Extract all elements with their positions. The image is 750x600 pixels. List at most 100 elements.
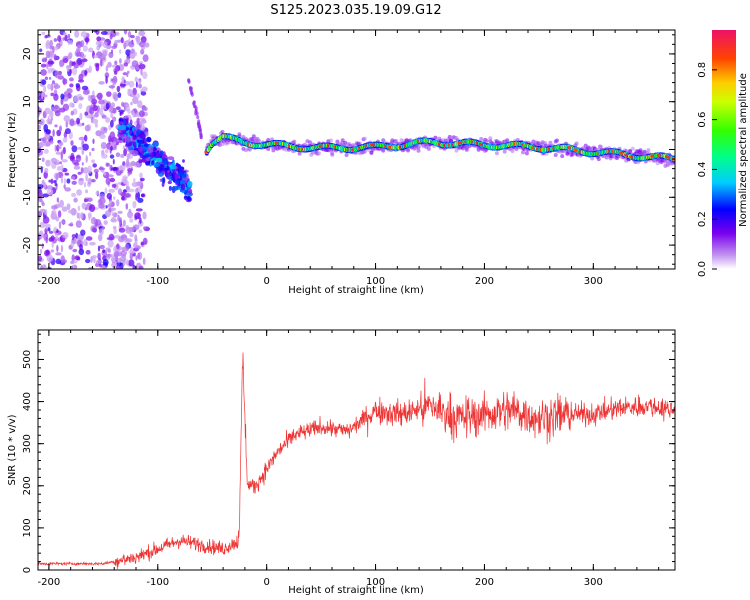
spectrogram-cell	[129, 252, 133, 260]
spectrogram-cell	[129, 141, 132, 147]
spectrogram-cell	[44, 167, 49, 173]
spectrogram-cell	[54, 144, 57, 152]
spectrogram-cell	[134, 212, 141, 220]
spectrogram-cell	[142, 211, 147, 220]
spectrogram-cell	[510, 149, 515, 153]
spectrogram-cell	[57, 202, 61, 208]
spectrogram-cell	[57, 75, 64, 80]
spectrogram-cell	[72, 95, 80, 103]
spectrogram-cell	[107, 61, 112, 68]
spectrogram-cell	[167, 156, 175, 161]
spectrogram-cell	[138, 229, 143, 234]
spectrogram-cell	[70, 110, 75, 116]
spectrogram-cell	[51, 106, 55, 111]
spectrogram-cell	[344, 153, 349, 157]
spectrogram-cell	[114, 39, 118, 45]
spectrogram-cell	[50, 178, 54, 185]
spectrogram-cell	[48, 76, 52, 80]
spectrogram-cell	[84, 37, 90, 43]
spectrogram-cell	[108, 188, 115, 193]
spectrogram-cell	[54, 110, 61, 117]
spectrogram-cell	[47, 115, 50, 122]
spectrogram-cell	[38, 118, 45, 126]
spectrogram-cell	[69, 83, 74, 88]
spectrogram-cell	[128, 41, 135, 48]
spectrogram-cell	[139, 217, 142, 224]
spectrogram-cell	[129, 218, 134, 223]
spectrogram-cell	[141, 86, 148, 92]
spectrogram-cell	[111, 216, 116, 222]
spectrogram-cell	[103, 171, 107, 176]
spectrogram-cell	[180, 180, 186, 186]
spectrogram-cell	[89, 241, 96, 246]
spectrogram-cell	[94, 219, 102, 226]
spectrogram-cell	[193, 104, 197, 109]
spectrogram-cell	[115, 65, 121, 72]
spectrogram-cell	[47, 60, 55, 65]
spectrogram-cell	[100, 103, 107, 110]
spectrogram-cell	[55, 216, 60, 222]
spectrogram-marks	[38, 30, 675, 269]
spectrogram-cell	[92, 30, 98, 33]
spectrogram-cell	[84, 134, 88, 142]
spectrogram-cell	[154, 162, 160, 168]
spectrogram-cell	[112, 159, 115, 165]
spectrogram-cell	[41, 79, 47, 85]
spectrogram-cell	[137, 197, 144, 203]
spectrogram-cell	[109, 131, 116, 140]
spectrogram-cell	[99, 37, 106, 41]
spectrogram-cell	[102, 259, 109, 266]
spectrogram-cell	[158, 171, 164, 177]
spectrogram-cell	[112, 207, 116, 211]
spectrogram-cell	[57, 210, 62, 218]
spectrogram-cell	[64, 187, 71, 192]
spectrogram-cell	[45, 142, 51, 147]
spectrogram-cell	[95, 259, 103, 265]
spectrogram-cell	[102, 265, 106, 269]
spectrogram-cell	[41, 202, 45, 207]
spectrogram-cell	[69, 118, 75, 127]
spectrogram-cell	[110, 145, 113, 151]
spectrogram-cell	[143, 106, 148, 112]
snr-x-tick-label: 100	[366, 577, 385, 588]
spectrogram-cell	[42, 193, 50, 198]
spectrogram-cell	[251, 134, 256, 139]
spectrogram-cell	[73, 162, 80, 166]
spectrogram-cell	[146, 136, 152, 143]
spectrogram-cell	[82, 89, 90, 95]
spectrogram-cell	[50, 249, 54, 253]
spectrogram-cell	[98, 107, 104, 116]
spectrogram-cell	[53, 38, 58, 42]
spectrogram-cell	[177, 170, 185, 177]
spectrogram-cell	[56, 197, 60, 203]
spectrogram-cell	[433, 135, 438, 140]
spectrogram-cell	[54, 82, 59, 90]
spectrogram-cell	[131, 181, 139, 188]
colorbar-tick-label: 0.6	[697, 112, 708, 128]
spectrogram-cell	[74, 30, 80, 38]
spectrogram-cell	[115, 265, 120, 269]
spectrogram-cell	[123, 40, 127, 49]
spectrogram-cell	[126, 70, 130, 75]
spectrogram-cell	[100, 31, 108, 35]
spectrogram-cell	[46, 188, 54, 196]
spectrogram-cell	[220, 129, 225, 134]
figure-title: S125.2023.035.19.09.G12	[270, 3, 441, 18]
spectrogram-cell	[156, 157, 163, 163]
spectrogram-cell	[85, 236, 93, 241]
spectrogram-cell	[54, 70, 60, 78]
spectrogram-cell	[135, 192, 138, 201]
spectrogram-cell	[64, 34, 68, 42]
spectrogram-y-tick-label: 20	[22, 48, 33, 61]
spectrogram-cell	[139, 172, 143, 179]
snr-y-tick-label: 200	[22, 476, 33, 495]
spectrogram-cell	[77, 171, 82, 175]
spectrogram-cell	[102, 50, 107, 58]
spectrogram-cell	[505, 138, 510, 143]
snr-y-tick-label: 300	[22, 434, 33, 453]
spectrogram-cell	[237, 132, 242, 137]
spectrogram-cell	[126, 153, 134, 160]
spectrogram-cell	[50, 157, 58, 164]
spectrogram-cell	[128, 80, 135, 88]
